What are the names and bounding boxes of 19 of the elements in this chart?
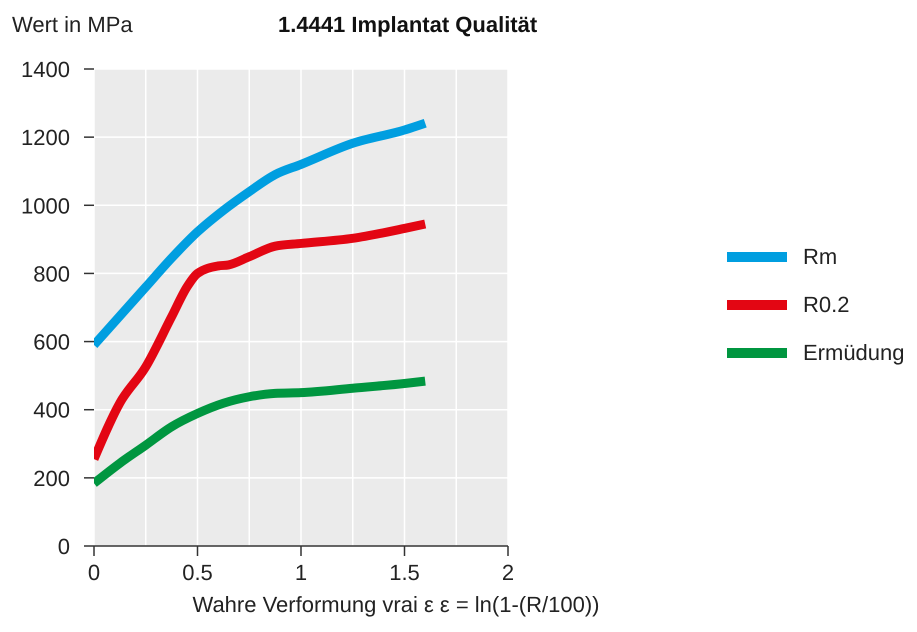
y-tick-label: 800	[33, 261, 70, 286]
y-axis-title: Wert in MPa	[12, 12, 133, 38]
chart-title: 1.4441 Implantat Qualität	[278, 12, 538, 38]
legend-label: R0.2	[803, 292, 850, 318]
y-tick-label: 1000	[21, 193, 70, 218]
y-tick-label: 0	[58, 534, 70, 559]
y-tick-label: 400	[33, 398, 70, 423]
legend-label: Ermüdung	[803, 340, 905, 366]
y-tick-label: 1400	[21, 57, 70, 82]
y-tick-label: 200	[33, 466, 70, 491]
y-tick-label: 1200	[21, 125, 70, 150]
x-tick-label: 1	[294, 560, 308, 585]
y-tick-label: 600	[33, 330, 70, 355]
x-tick-label: 0	[88, 560, 100, 585]
x-axis-title: Wahre Verformung vrai ε ε = ln(1-(R/100))	[192, 592, 600, 618]
legend-label: Rm	[803, 244, 838, 270]
x-tick-label: 1.5	[389, 560, 420, 585]
x-tick-label: 0.5	[182, 560, 213, 585]
x-tick-label: 2	[502, 560, 514, 585]
